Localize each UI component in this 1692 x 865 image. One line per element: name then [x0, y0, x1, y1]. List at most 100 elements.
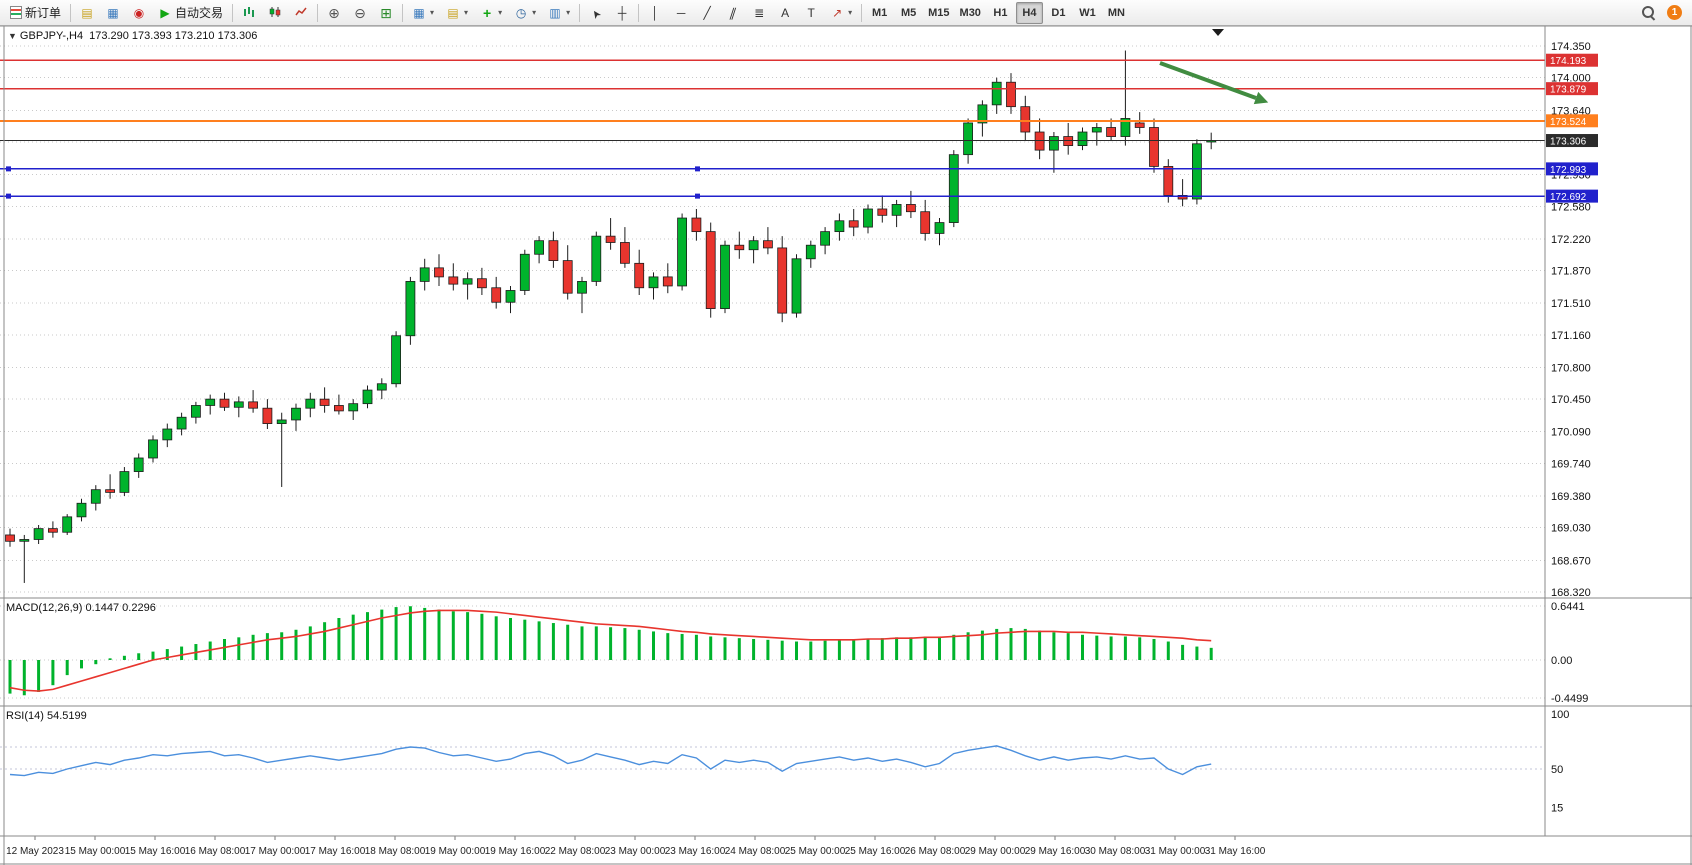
- new-order-button[interactable]: 新订单: [5, 2, 66, 24]
- svg-text:100: 100: [1551, 709, 1569, 721]
- zoom-in-icon: ⊕: [328, 4, 340, 21]
- profiles-icon: ▤: [447, 5, 459, 20]
- indicators-button[interactable]: + ▾: [475, 2, 507, 24]
- svg-text:173.640: 173.640: [1551, 105, 1591, 117]
- candlestick-chart-icon: [268, 6, 282, 20]
- pane-borders: [0, 26, 1692, 865]
- price-line-172993[interactable]: [0, 166, 1545, 172]
- svg-text:15: 15: [1551, 803, 1563, 815]
- zoom-out-icon: ⊖: [354, 4, 366, 21]
- chevron-down-icon: ▾: [532, 7, 537, 17]
- svg-text:17 May 16:00: 17 May 16:00: [305, 846, 366, 857]
- new-order-icon: [10, 6, 22, 19]
- arrows-button[interactable]: ↗ ▾: [825, 2, 857, 24]
- strategy-tester-button[interactable]: ◉: [127, 2, 151, 24]
- svg-text:169.380: 169.380: [1551, 491, 1591, 503]
- notification-badge: 1: [1667, 5, 1682, 20]
- text-label-button[interactable]: T: [799, 2, 823, 24]
- svg-text:26 May 08:00: 26 May 08:00: [905, 846, 966, 857]
- toolbar-separator: [70, 3, 72, 22]
- macd-gridlines: [0, 605, 1545, 699]
- zoom-in-button[interactable]: ⊕: [322, 2, 346, 24]
- chevron-down-icon: ▾: [848, 7, 853, 17]
- svg-text:171.160: 171.160: [1551, 330, 1591, 342]
- time-axis-labels[interactable]: 12 May 2023 15 May 00:00 15 May 16:00 16 Ma…: [6, 836, 1266, 857]
- line-chart-button[interactable]: [289, 2, 313, 24]
- svg-text:170.800: 170.800: [1551, 362, 1591, 374]
- channel-button[interactable]: ∥: [721, 2, 745, 24]
- timeframe-h4-button[interactable]: H4: [1015, 1, 1043, 24]
- toolbar: 新订单 ▤ ▦ ◉ ▶ 自动交易 ⊕ ⊖ ⊞ ▦ ▾ ▤ ▾ + ▾ ◷ ▾ ▥ ▾ ➤ …: [0, 0, 1692, 26]
- notifications-button[interactable]: 1: [1662, 2, 1687, 24]
- svg-text:12 May 2023: 12 May 2023: [6, 846, 64, 857]
- text-button[interactable]: A: [773, 2, 797, 24]
- clock-icon: ◷: [515, 5, 527, 20]
- svg-text:172.692: 172.692: [1550, 192, 1587, 203]
- auto-trading-button[interactable]: ▶ 自动交易: [153, 2, 228, 24]
- profiles-button[interactable]: ▤ ▾: [441, 2, 473, 24]
- horizontal-line-button[interactable]: ─: [669, 2, 693, 24]
- svg-text:24 May 08:00: 24 May 08:00: [725, 846, 786, 857]
- chart-shift-marker[interactable]: [1212, 29, 1224, 36]
- timeframe-m5-button[interactable]: M5: [895, 2, 922, 24]
- timeframe-m30-button[interactable]: M30: [956, 2, 985, 24]
- svg-text:31 May 16:00: 31 May 16:00: [1205, 846, 1266, 857]
- text-icon: A: [781, 5, 790, 20]
- svg-text:170.090: 170.090: [1551, 427, 1591, 439]
- candlesticks: [5, 50, 1217, 583]
- chevron-down-icon: ▾: [430, 7, 435, 17]
- price-tags: 174.193 173.879 173.524 173.306 172.993 172.6…: [1546, 53, 1598, 203]
- svg-text:0.6441: 0.6441: [1551, 601, 1585, 613]
- search-button[interactable]: [1637, 2, 1660, 24]
- timeframe-w1-button[interactable]: W1: [1074, 2, 1101, 24]
- trend-arrow-annotation[interactable]: [1159, 61, 1269, 105]
- svg-text:18 May 08:00: 18 May 08:00: [365, 846, 426, 857]
- macd-indicator-label: MACD(12,26,9) 0.1447 0.2296: [6, 602, 156, 614]
- svg-text:17 May 00:00: 17 May 00:00: [245, 846, 306, 857]
- vertical-line-button[interactable]: │: [643, 2, 667, 24]
- svg-text:31 May 00:00: 31 May 00:00: [1145, 846, 1206, 857]
- zoom-out-button[interactable]: ⊖: [348, 2, 372, 24]
- timeframe-m15-button[interactable]: M15: [924, 2, 953, 24]
- periods-button[interactable]: ◷ ▾: [509, 2, 541, 24]
- bar-chart-button[interactable]: [237, 2, 261, 24]
- rsi-line: [9, 745, 1212, 777]
- crosshair-button[interactable]: ┼: [610, 2, 634, 24]
- new-chart-button[interactable]: ▦ ▾: [407, 2, 439, 24]
- data-window-button[interactable]: ▦: [101, 2, 125, 24]
- play-icon: ▶: [160, 5, 170, 20]
- timeframe-d1-button[interactable]: D1: [1045, 2, 1072, 24]
- timeframe-mn-button[interactable]: MN: [1103, 2, 1130, 24]
- trendline-icon: ╱: [703, 5, 711, 20]
- svg-text:29 May 00:00: 29 May 00:00: [965, 846, 1026, 857]
- svg-text:23 May 16:00: 23 May 16:00: [665, 846, 726, 857]
- chart-dropdown-icon[interactable]: ▼: [8, 31, 17, 41]
- svg-text:19 May 16:00: 19 May 16:00: [485, 846, 546, 857]
- bar-chart-icon: [242, 6, 256, 20]
- chevron-down-icon: ▾: [498, 7, 503, 17]
- horizontal-line-icon: ─: [676, 5, 686, 20]
- rsi-axis-labels[interactable]: 100 50 15: [1551, 709, 1569, 815]
- svg-text:171.870: 171.870: [1551, 266, 1591, 278]
- fibonacci-button[interactable]: ≣: [747, 2, 771, 24]
- timeframe-m1-button[interactable]: M1: [866, 2, 893, 24]
- auto-trading-label: 自动交易: [175, 6, 224, 20]
- new-order-label: 新订单: [25, 6, 62, 20]
- fibonacci-icon: ≣: [754, 5, 765, 20]
- chart-canvas[interactable]: 174.350174.000173.640173.290172.930172.5…: [0, 26, 1692, 865]
- svg-text:168.670: 168.670: [1551, 555, 1591, 567]
- timeframe-h1-button[interactable]: H1: [987, 2, 1014, 24]
- price-line-172692[interactable]: [0, 193, 1545, 199]
- svg-text:173.879: 173.879: [1550, 85, 1587, 96]
- cursor-button[interactable]: ➤: [584, 2, 608, 24]
- tile-windows-button[interactable]: ⊞: [374, 2, 398, 24]
- cursor-icon: ➤: [588, 6, 604, 21]
- macd-axis-labels[interactable]: 0.6441 0.00 -0.4499: [1551, 601, 1588, 705]
- templates-button[interactable]: ▥ ▾: [543, 2, 575, 24]
- toolbar-separator: [861, 3, 863, 22]
- svg-text:15 May 16:00: 15 May 16:00: [125, 846, 186, 857]
- market-watch-button[interactable]: ▤: [75, 2, 99, 24]
- trendline-button[interactable]: ╱: [695, 2, 719, 24]
- svg-text:169.740: 169.740: [1551, 458, 1591, 470]
- candlestick-chart-button[interactable]: [263, 2, 287, 24]
